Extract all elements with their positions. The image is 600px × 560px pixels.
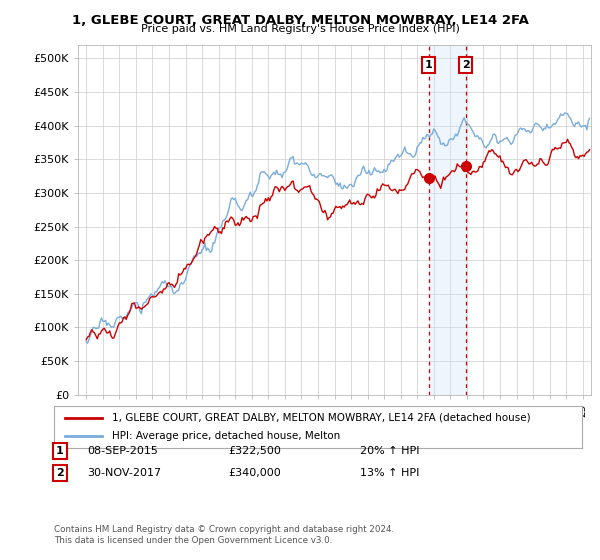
Text: 1, GLEBE COURT, GREAT DALBY, MELTON MOWBRAY, LE14 2FA: 1, GLEBE COURT, GREAT DALBY, MELTON MOWB… bbox=[71, 14, 529, 27]
Text: 1: 1 bbox=[425, 60, 433, 70]
Text: £340,000: £340,000 bbox=[228, 468, 281, 478]
Text: 2: 2 bbox=[56, 468, 64, 478]
Bar bbox=[428, 45, 466, 395]
Text: 1: 1 bbox=[56, 446, 64, 456]
Text: 08-SEP-2015: 08-SEP-2015 bbox=[87, 446, 158, 456]
Text: 1, GLEBE COURT, GREAT DALBY, MELTON MOWBRAY, LE14 2FA (detached house): 1, GLEBE COURT, GREAT DALBY, MELTON MOWB… bbox=[112, 413, 531, 423]
Text: 2: 2 bbox=[461, 60, 469, 70]
Text: £322,500: £322,500 bbox=[228, 446, 281, 456]
Text: 30-NOV-2017: 30-NOV-2017 bbox=[87, 468, 161, 478]
Text: Contains HM Land Registry data © Crown copyright and database right 2024.
This d: Contains HM Land Registry data © Crown c… bbox=[54, 525, 394, 545]
Text: 13% ↑ HPI: 13% ↑ HPI bbox=[360, 468, 419, 478]
Text: 20% ↑ HPI: 20% ↑ HPI bbox=[360, 446, 419, 456]
Text: Price paid vs. HM Land Registry's House Price Index (HPI): Price paid vs. HM Land Registry's House … bbox=[140, 24, 460, 34]
Text: HPI: Average price, detached house, Melton: HPI: Average price, detached house, Melt… bbox=[112, 431, 340, 441]
